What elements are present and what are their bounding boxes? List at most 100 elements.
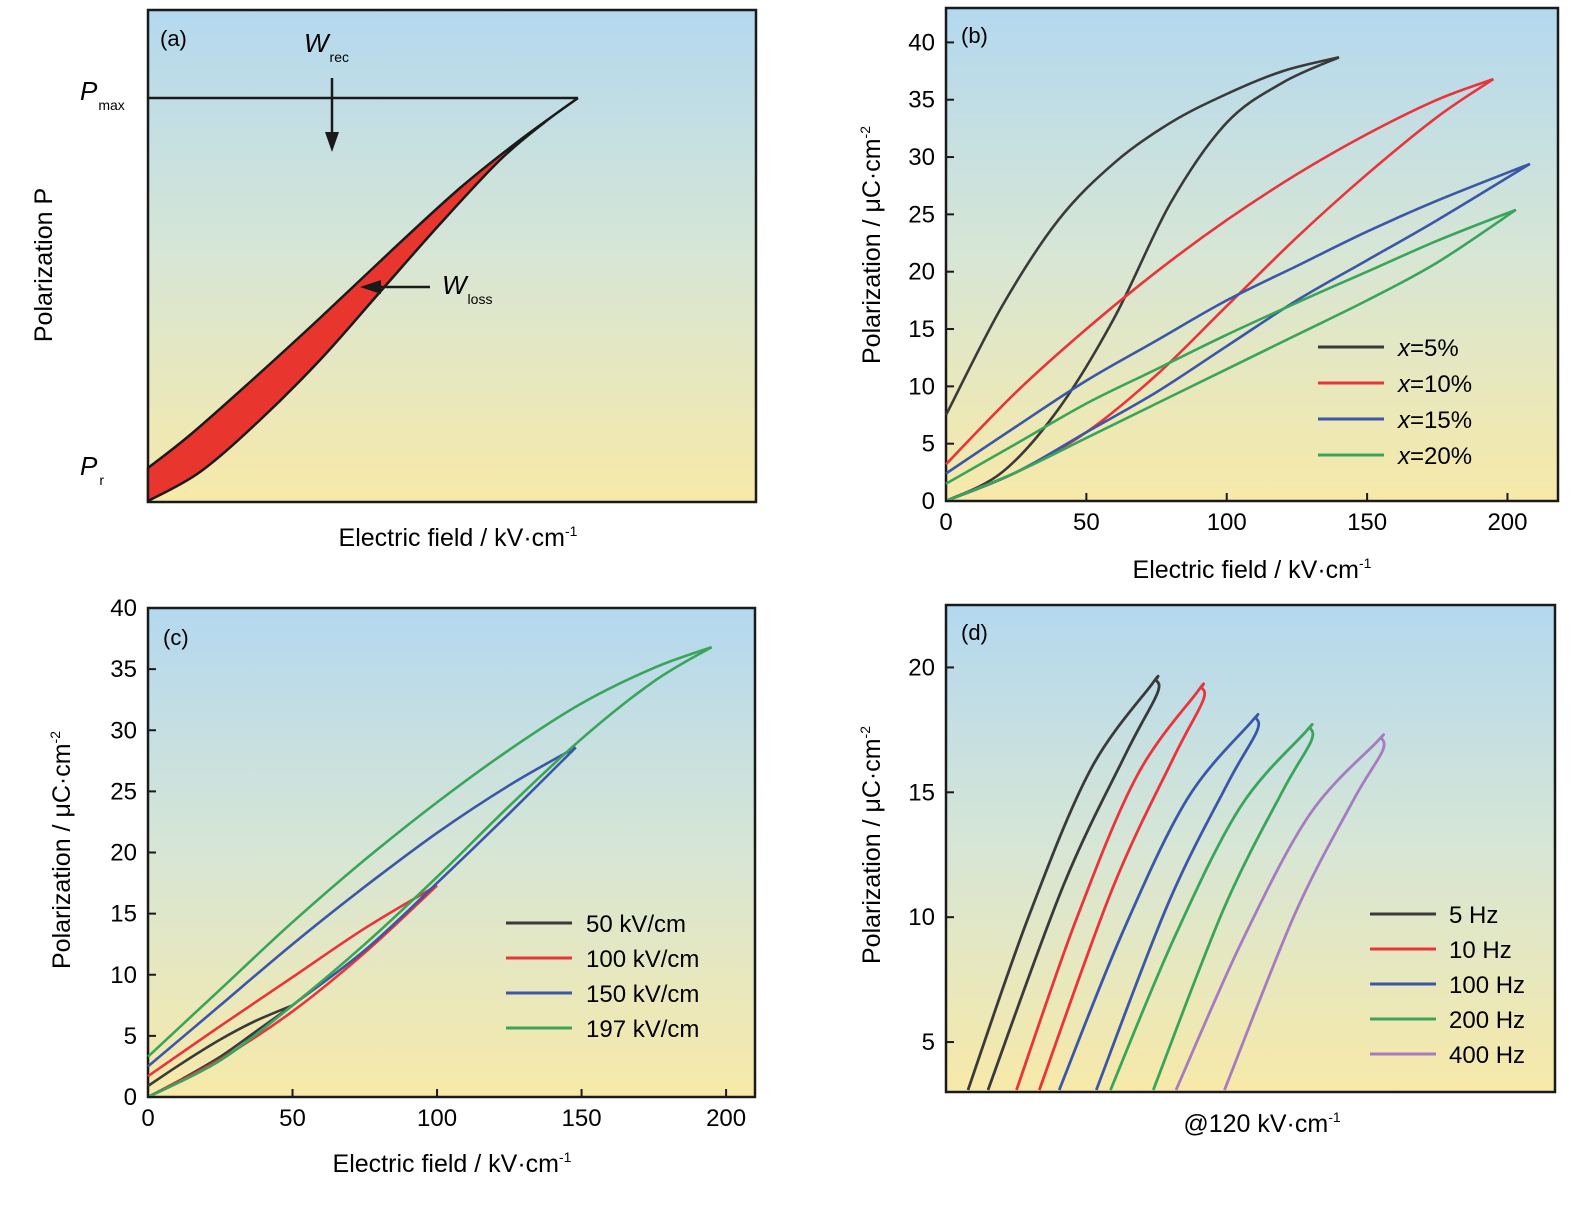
panel-b-plot-area [944,6,1560,503]
panel-a-tag: (a) [160,26,187,51]
d-series-0-lower-branch [986,679,1161,1091]
b-y-tick-label: 0 [922,488,935,515]
c-legend-label-0: 50 kV/cm [586,911,686,938]
b-series-2-lower-branch [945,162,1531,503]
panel-b-y-ticks: 0 5 10 15 20 25 30 35 40 [908,29,954,515]
b-series-3-upper-branch [945,208,1517,485]
c-legend-label-2: 150 kV/cm [586,981,699,1008]
b-x-tick-label: 150 [1347,509,1387,536]
b-legend-label-0: x=5% [1397,335,1459,362]
panel-d-ylabel: Polarization / μC·cm-2 [857,726,886,964]
panel-d-xlabel: @120 kV·cm-1 [1183,1109,1341,1138]
panel-b-curves [944,56,1531,503]
d-series-3-lower-branch [1151,726,1315,1091]
panel-b-x-ticks: 0 50 100 150 200 [939,493,1527,536]
panel-c-x-ticks: 0 50 100 150 200 [141,1089,746,1132]
c-series-2-upper-branch [147,746,577,1068]
panel-d-tag: (d) [961,620,988,645]
d-y-tick-label: 15 [908,779,935,806]
c-x-tick-label: 150 [562,1105,602,1132]
b-legend-label-3: x=20% [1397,443,1472,470]
d-series-4-lower-branch [1223,736,1386,1091]
b-y-tick-label: 35 [908,87,935,114]
panel-a-pmax-label: Pmax [80,76,125,113]
panel-d-curves [966,674,1386,1091]
panel-a-xlabel: Electric field / kV·cm-1 [339,523,578,552]
panel-c-legend: 50 kV/cm 100 kV/cm 150 kV/cm 197 kV/cm [506,911,699,1043]
c-y-tick-label: 15 [110,901,137,928]
panel-b-ylabel: Polarization / μC·cm-2 [857,126,886,364]
panel-a-wrec-arrowhead [325,132,339,152]
c-y-tick-label: 30 [110,717,137,744]
panel-b-tag: (b) [961,23,988,48]
c-x-tick-label: 50 [279,1105,306,1132]
c-x-tick-label: 100 [417,1105,457,1132]
panel-c-y-ticks: 0 5 10 15 20 25 30 35 40 [110,595,156,1111]
d-series-1-lower-branch [1037,686,1207,1091]
b-x-tick-label: 0 [939,509,952,536]
d-y-tick-label: 20 [908,654,935,681]
d-series-2-upper-branch [1057,712,1260,1091]
d-series-2-lower-branch [1094,716,1261,1091]
d-series-0-upper-branch [966,674,1160,1091]
c-y-tick-label: 10 [110,962,137,989]
b-y-tick-label: 15 [908,316,935,343]
d-y-tick-label: 5 [922,1029,935,1056]
b-series-2-upper-branch [945,162,1531,475]
panel-c-curves [147,645,713,1099]
panel-a-wrec-label: Wrec [304,28,349,65]
panel-c-xlabel: Electric field / kV·cm-1 [333,1149,572,1178]
panel-d-y-ticks: 5 10 15 20 [908,654,954,1056]
c-x-tick-label: 200 [706,1105,746,1132]
c-x-tick-label: 0 [141,1105,154,1132]
d-legend-label-2: 100 Hz [1449,972,1525,999]
c-y-tick-label: 35 [110,656,137,683]
d-series-4-upper-branch [1174,733,1386,1091]
c-series-3-upper-branch [147,645,713,1058]
panel-d-plot-area [944,603,1557,1094]
panel-c-plot-area [146,606,757,1099]
d-y-tick-label: 10 [908,904,935,931]
panel-d-legend: 5 Hz 10 Hz 100 Hz 200 Hz 400 Hz [1370,902,1525,1069]
panel-a-wloss-arrowhead [360,280,381,294]
b-series-0-lower-branch [945,56,1340,503]
c-series-1-upper-branch [147,884,438,1078]
b-y-tick-label: 20 [908,259,935,286]
b-x-tick-label: 100 [1207,509,1247,536]
panel-a-wloss-area [146,96,579,504]
c-y-tick-label: 25 [110,778,137,805]
c-legend-label-3: 197 kV/cm [586,1016,699,1043]
b-series-1-upper-branch [945,77,1494,466]
c-y-tick-label: 40 [110,595,137,622]
c-y-tick-label: 5 [124,1023,137,1050]
b-y-tick-label: 40 [908,29,935,56]
b-legend-label-2: x=15% [1397,407,1472,434]
d-series-3-upper-branch [1109,723,1314,1091]
c-series-3-lower-branch [147,645,713,1099]
b-series-3-lower-branch [945,208,1517,503]
c-y-tick-label: 20 [110,840,137,867]
b-series-0-upper-branch [944,56,1340,416]
c-y-tick-label: 0 [124,1084,137,1111]
panel-c-ylabel: Polarization / μC·cm-2 [47,731,76,969]
d-legend-label-4: 400 Hz [1449,1042,1525,1069]
panel-a-ylabel: Polarization P [30,188,58,342]
b-y-tick-label: 25 [908,201,935,228]
panel-c-tag: (c) [163,625,189,650]
d-legend-label-0: 5 Hz [1449,902,1498,929]
c-series-0-upper-branch [147,1004,294,1088]
b-y-tick-label: 30 [908,144,935,171]
b-y-tick-label: 5 [922,431,935,458]
b-legend-label-1: x=10% [1397,371,1472,398]
panel-b-xlabel: Electric field / kV·cm-1 [1133,555,1372,584]
d-legend-label-3: 200 Hz [1449,1007,1525,1034]
b-x-tick-label: 50 [1073,509,1100,536]
panel-c: (c) 0 50 100 150 200 0 5 10 15 20 25 30 35 40 50 kV/… [47,595,757,1178]
b-y-tick-label: 10 [908,373,935,400]
d-legend-label-1: 10 Hz [1449,937,1512,964]
